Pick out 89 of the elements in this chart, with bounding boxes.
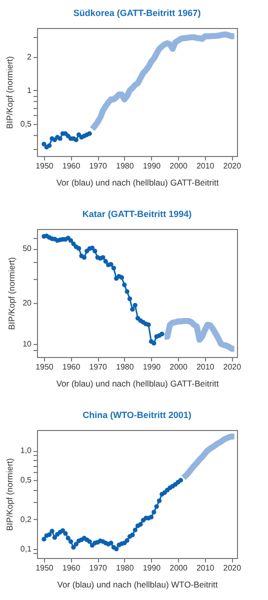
point	[74, 542, 78, 546]
x-tick-label: 2010	[196, 162, 215, 170]
point	[87, 131, 92, 136]
y-tick-label: 1	[27, 86, 32, 95]
point	[74, 138, 78, 142]
x-tick-label: 1980	[116, 162, 134, 170]
point	[154, 504, 159, 509]
x-tick-label: 1960	[62, 162, 81, 170]
point	[111, 266, 116, 270]
point	[114, 546, 119, 552]
point	[160, 332, 164, 336]
x-tick-label: 2010	[196, 362, 215, 372]
point	[58, 136, 62, 141]
point	[178, 478, 184, 483]
y-tick-label: 2	[27, 52, 32, 62]
point	[76, 246, 82, 251]
x-axis-title: Vor (blau) und nach (hellblau) GATT-Beitritt	[56, 378, 220, 388]
point	[152, 510, 156, 514]
point	[122, 282, 127, 288]
x-tick-label: 1960	[62, 564, 81, 572]
point	[68, 238, 74, 243]
chart-title: China (WTO-Beitritt 2001)	[82, 410, 192, 420]
point	[52, 535, 58, 540]
x-tick-label: 1960	[62, 362, 81, 372]
chart-title: Katar (GATT-Beitritt 1994)	[82, 209, 192, 219]
point	[92, 248, 98, 254]
x-axis-title: Vor (blau) und nach (hellblau) GATT-Beitritt	[56, 178, 220, 188]
x-tick-label: 1980	[116, 564, 134, 572]
x-tick-label: 1970	[89, 162, 108, 170]
point	[108, 262, 114, 267]
point	[138, 522, 143, 527]
point	[127, 296, 132, 302]
point	[130, 532, 135, 538]
point	[46, 532, 52, 537]
y-axis-title: BIP/Kopf (normiert)	[4, 458, 14, 531]
point	[146, 322, 151, 328]
point	[71, 242, 76, 246]
chart-title: Südkorea (GATT-Beitritt 1967)	[73, 8, 201, 18]
point	[68, 539, 74, 544]
x-tick-label: 2020	[223, 564, 242, 572]
x-tick-label: 2020	[223, 162, 242, 170]
x-tick-label: 1970	[89, 564, 108, 572]
y-tick-label: 0,2	[20, 514, 32, 524]
x-tick-label: 1950	[36, 362, 54, 372]
point	[66, 134, 70, 138]
point	[46, 143, 52, 148]
point	[100, 255, 106, 260]
x-tick-label: 1980	[116, 362, 134, 372]
point	[50, 528, 54, 534]
x-tick-label: 1970	[89, 362, 108, 372]
x-tick-label: 1990	[142, 564, 162, 572]
point	[119, 275, 124, 280]
x-tick-label: 1990	[142, 362, 162, 372]
point	[90, 246, 95, 250]
point	[156, 498, 162, 504]
point	[103, 259, 108, 264]
x-tick-label: 1950	[36, 162, 54, 170]
y-tick-label: 50	[22, 244, 32, 254]
y-tick-label: 0,5	[20, 119, 32, 128]
x-tick-label: 1950	[36, 564, 54, 572]
x-tick-label: 2020	[223, 362, 242, 372]
y-tick-label: 10	[22, 339, 32, 348]
point	[82, 255, 87, 260]
point	[42, 536, 46, 542]
x-tick-label: 2010	[196, 564, 215, 572]
point	[87, 539, 92, 544]
x-tick-label: 2000	[170, 162, 188, 170]
point	[132, 302, 138, 308]
point	[42, 142, 46, 146]
y-axis-title: BIP/Kopf (normiert)	[4, 56, 14, 129]
y-tick-label: 1,0	[20, 446, 32, 456]
y-tick-label: 0,5	[20, 476, 32, 485]
point	[124, 538, 130, 543]
y-axis-title: BIP/Kopf (normiert)	[6, 256, 17, 330]
x-axis-title: Vor (blau) und nach (hellblau) WTO-Beitritt	[57, 580, 218, 590]
point	[148, 514, 154, 520]
point	[132, 528, 138, 532]
x-tick-label: 2000	[170, 362, 188, 372]
x-tick-label: 1990	[142, 162, 162, 170]
point	[124, 289, 130, 294]
point	[152, 340, 156, 346]
point	[63, 531, 68, 536]
point	[71, 544, 76, 550]
y-tick-label: 20	[22, 298, 32, 308]
point	[130, 307, 135, 312]
y-tick-label: 0,1	[20, 544, 32, 554]
x-tick-label: 2000	[170, 564, 188, 572]
point	[66, 536, 70, 540]
point	[108, 540, 114, 546]
